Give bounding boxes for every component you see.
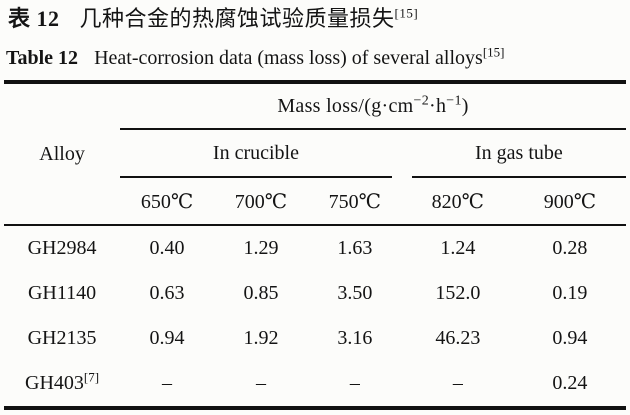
unit-suffix: ) xyxy=(461,94,469,117)
column-header-mass-loss-units: Mass loss/(g·cm−2·h−1) xyxy=(120,82,626,130)
temp-header-750: 750℃ xyxy=(307,178,402,226)
group-header-in-crucible: In crucible xyxy=(120,129,402,178)
alloy-name-cell: GH2984 xyxy=(4,225,120,271)
unit-mid: ·h xyxy=(429,94,447,117)
header-row-temperatures: 650℃ 700℃ 750℃ 820℃ 900℃ xyxy=(4,178,626,226)
value-cell: 0.40 xyxy=(149,237,185,259)
value-cell: 1.92 xyxy=(243,327,279,349)
unit-exponent-2: −1 xyxy=(446,92,462,108)
table-row: GH2135 0.94 1.92 3.16 46.23 0.94 xyxy=(4,316,626,361)
value-cell: – xyxy=(452,372,463,394)
value-cell: 0.24 xyxy=(552,372,588,394)
unit-prefix: Mass loss/(g·cm xyxy=(277,94,414,117)
alloy-name-cell: GH1140 xyxy=(4,271,120,316)
value-cell: 152.0 xyxy=(435,282,481,304)
value-cell: 0.19 xyxy=(552,282,588,304)
caption-en-number: Table 12 xyxy=(6,47,79,69)
group-header-in-gas-tube-label: In gas tube xyxy=(411,130,626,178)
header-row-groups: In crucible In gas tube xyxy=(4,129,626,178)
table-row: GH1140 0.63 0.85 3.50 152.0 0.19 xyxy=(4,271,626,316)
value-cell: 0.94 xyxy=(552,327,588,349)
caption-zh-text: 几种合金的热腐蚀试验质量损失 xyxy=(79,6,395,31)
header-row-units: Alloy Mass loss/(g·cm−2·h−1) xyxy=(4,82,626,226)
table-caption-zh: 表 12 几种合金的热腐蚀试验质量损失[15] xyxy=(8,4,418,34)
column-header-alloy: Alloy xyxy=(4,82,121,226)
alloy-citation: [7] xyxy=(83,369,100,385)
value-cell: 3.50 xyxy=(337,282,373,304)
temp-header-700: 700℃ xyxy=(214,178,308,226)
table-row: GH403[7] – – – – 0.24 xyxy=(4,361,626,408)
value-cell: 0.28 xyxy=(552,237,588,259)
alloy-name-cell: GH2135 xyxy=(4,316,120,361)
temp-header-900: 900℃ xyxy=(513,178,626,226)
alloy-name: GH403 xyxy=(25,372,84,394)
alloy-name: GH2135 xyxy=(27,327,97,349)
caption-zh-number: 表 12 xyxy=(8,6,60,31)
temp-header-650: 650℃ xyxy=(120,178,214,226)
value-cell: 46.23 xyxy=(435,327,481,349)
caption-en-text: Heat-corrosion data (mass loss) of sever… xyxy=(94,47,483,69)
heat-corrosion-table: Alloy Mass loss/(g·cm−2·h−1) In crucible… xyxy=(4,80,626,410)
table-caption-en: Table 12 Heat-corrosion data (mass loss) … xyxy=(6,44,505,72)
value-cell: 0.85 xyxy=(243,282,279,304)
value-cell: – xyxy=(162,372,173,394)
temp-header-820: 820℃ xyxy=(401,178,514,226)
table-row: GH2984 0.40 1.29 1.63 1.24 0.28 xyxy=(4,225,626,271)
value-cell: 0.94 xyxy=(149,327,185,349)
group-header-in-gas-tube: In gas tube xyxy=(402,129,626,178)
unit-exponent-1: −2 xyxy=(413,92,430,108)
caption-zh-citation: [15] xyxy=(394,5,419,21)
value-cell: 1.29 xyxy=(243,237,279,259)
group-header-in-crucible-label: In crucible xyxy=(120,130,392,178)
value-cell: 1.24 xyxy=(440,237,476,259)
value-cell: 1.63 xyxy=(337,237,373,259)
value-cell: 0.63 xyxy=(149,282,185,304)
value-cell: – xyxy=(349,372,360,394)
alloy-name-cell: GH403[7] xyxy=(4,361,120,408)
value-cell: – xyxy=(255,372,266,394)
alloy-name: GH1140 xyxy=(27,282,97,304)
caption-en-citation: [15] xyxy=(482,44,505,60)
alloy-name: GH2984 xyxy=(27,237,97,259)
value-cell: 3.16 xyxy=(337,327,373,349)
